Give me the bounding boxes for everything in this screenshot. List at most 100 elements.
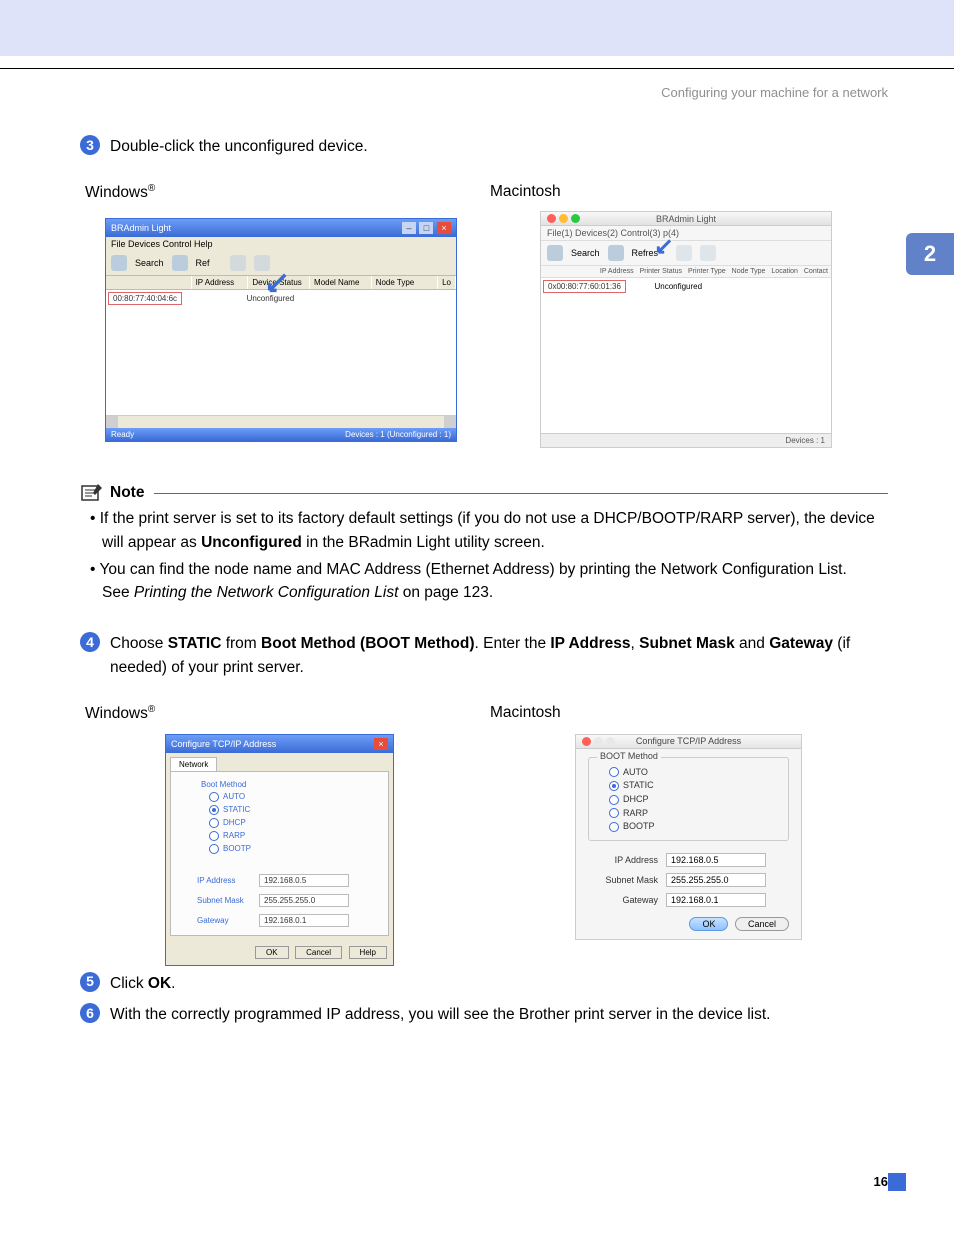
scroll-left-icon[interactable]	[106, 416, 118, 428]
top-border	[0, 68, 954, 69]
win-device-list[interactable]: 00:80:77:40:04:6c Unconfigured	[106, 290, 456, 415]
cfg-close-icon[interactable]: ×	[374, 738, 388, 750]
step-4-text: Choose STATIC from Boot Method (BOOT Met…	[110, 632, 888, 679]
header-text: Configuring your machine for a network	[0, 85, 888, 100]
mac-title-bar: BRAdmin Light	[541, 212, 831, 226]
mac-arrow-icon	[651, 239, 673, 261]
note-title: Note	[110, 484, 144, 502]
label-windows-2: Windows®	[85, 704, 155, 723]
mac-search-label[interactable]: Search	[571, 248, 600, 258]
page-number: 16	[874, 1174, 888, 1189]
mac-column-headers: IP Address Printer Status Printer Type N…	[541, 266, 831, 278]
step-6: 6 With the correctly programmed IP addre…	[80, 1003, 888, 1026]
top-band	[0, 0, 954, 56]
close-icon[interactable]: ×	[437, 222, 451, 234]
windows-bradmin-window: BRAdmin Light – □ × File Devices Control…	[105, 218, 457, 442]
cfg-mac-radio-rarp[interactable]: RARP	[609, 808, 778, 819]
mac-tool-icon-2	[700, 245, 716, 261]
cfg-mac-title-text: Configure TCP/IP Address	[576, 736, 801, 746]
note-body: • If the print server is set to its fact…	[80, 507, 888, 604]
mac-refresh-icon[interactable]	[608, 245, 624, 261]
cfg-mac-subnet-input[interactable]: 255.255.255.0	[666, 873, 766, 887]
cfg-mac-radio-bootp[interactable]: BOOTP	[609, 821, 778, 832]
win-toolbar: Search Ref	[106, 251, 456, 275]
label-mac-1: Macintosh	[490, 183, 561, 201]
note-divider	[154, 493, 888, 494]
cfg-windows-dialog: Configure TCP/IP Address × Network Boot …	[165, 734, 394, 966]
cfg-subnet-label: Subnet Mask	[197, 896, 259, 905]
mac-device-status: Unconfigured	[654, 282, 702, 291]
step-badge-5: 5	[80, 972, 100, 992]
cfg-ip-label: IP Address	[197, 876, 259, 885]
search-label[interactable]: Search	[135, 258, 164, 268]
cfg-ip-input[interactable]: 192.168.0.5	[259, 874, 349, 887]
step-5: 5 Click OK.	[80, 972, 888, 995]
mac-title-text: BRAdmin Light	[541, 214, 831, 224]
page-number-tab	[888, 1173, 906, 1191]
mac-status-bar: Devices : 1	[541, 433, 831, 447]
note-bullet-2: • You can find the node name and MAC Add…	[90, 558, 888, 605]
cfg-mac-radio-static[interactable]: STATIC	[609, 780, 778, 791]
step-3: 3 Double-click the unconfigured device.	[80, 135, 888, 158]
cfg-mac-subnet-label: Subnet Mask	[588, 875, 666, 885]
cfg-tab-network[interactable]: Network	[170, 757, 217, 771]
cfg-cancel-button[interactable]: Cancel	[295, 946, 342, 959]
refresh-icon[interactable]	[172, 255, 188, 271]
cfg-mac-gateway-input[interactable]: 192.168.0.1	[666, 893, 766, 907]
mac-selected-device[interactable]: 0x00:80:77:60:01:36	[543, 280, 626, 293]
step-4: 4 Choose STATIC from Boot Method (BOOT M…	[80, 632, 888, 679]
minimize-icon[interactable]: –	[402, 222, 416, 234]
step-3-text: Double-click the unconfigured device.	[110, 135, 368, 158]
chapter-tab: 2	[906, 233, 954, 275]
mac-menu[interactable]: File(1) Devices(2) Control(3) p(4)	[541, 226, 831, 241]
cfg-radio-dhcp[interactable]: DHCP	[209, 818, 378, 828]
search-icon[interactable]	[111, 255, 127, 271]
cfg-mac-dialog: Configure TCP/IP Address BOOT Method AUT…	[575, 734, 802, 940]
cfg-mac-ip-label: IP Address	[588, 855, 666, 865]
cfg-radio-static[interactable]: STATIC	[209, 805, 378, 815]
note-header: Note	[80, 483, 888, 503]
step-6-text: With the correctly programmed IP address…	[110, 1003, 770, 1026]
mac-bradmin-window: BRAdmin Light File(1) Devices(2) Control…	[540, 211, 832, 448]
maximize-icon[interactable]: □	[419, 222, 433, 234]
note-icon	[80, 483, 104, 503]
cfg-mac-cancel-button[interactable]: Cancel	[735, 917, 789, 931]
mac-device-list[interactable]: 0x00:80:77:60:01:36 Unconfigured	[541, 278, 831, 433]
win-scrollbar[interactable]	[106, 415, 456, 428]
cfg-mac-radio-auto[interactable]: AUTO	[609, 767, 778, 778]
mac-toolbar: Search Refres	[541, 241, 831, 266]
cfg-radio-rarp[interactable]: RARP	[209, 831, 378, 841]
cfg-mac-group-label: BOOT Method	[597, 751, 661, 761]
label-windows-1: Windows®	[85, 183, 155, 202]
cfg-ok-button[interactable]: OK	[255, 946, 289, 959]
arrow-icon	[261, 273, 287, 299]
label-mac-2: Macintosh	[490, 704, 561, 722]
step-badge-6: 6	[80, 1003, 100, 1023]
win-status-bar: Ready Devices : 1 (Unconfigured : 1)	[106, 428, 456, 441]
cfg-gateway-label: Gateway	[197, 916, 259, 925]
mac-tool-icon-1	[676, 245, 692, 261]
cfg-mac-radio-dhcp[interactable]: DHCP	[609, 794, 778, 805]
cfg-mac-title-bar: Configure TCP/IP Address	[576, 735, 801, 749]
mac-search-icon[interactable]	[547, 245, 563, 261]
note-bullet-1: • If the print server is set to its fact…	[90, 507, 888, 554]
cfg-mac-ip-input[interactable]: 192.168.0.5	[666, 853, 766, 867]
cfg-group-label: Boot Method	[201, 780, 378, 789]
win-menu[interactable]: File Devices Control Help	[106, 237, 456, 251]
cfg-radio-bootp[interactable]: BOOTP	[209, 844, 378, 854]
win-title-text: BRAdmin Light	[111, 223, 171, 233]
step-badge-4: 4	[80, 632, 100, 652]
cfg-win-title-bar: Configure TCP/IP Address ×	[166, 735, 393, 753]
cfg-radio-auto[interactable]: AUTO	[209, 792, 378, 802]
refresh-label[interactable]: Ref	[196, 258, 210, 268]
cfg-help-button[interactable]: Help	[349, 946, 387, 959]
win-selected-device[interactable]: 00:80:77:40:04:6c	[108, 292, 182, 305]
cfg-gateway-input[interactable]: 192.168.0.1	[259, 914, 349, 927]
win-title-bar: BRAdmin Light – □ ×	[106, 219, 456, 237]
cfg-mac-gateway-label: Gateway	[588, 895, 666, 905]
cfg-mac-ok-button[interactable]: OK	[689, 917, 728, 931]
scroll-right-icon[interactable]	[444, 416, 456, 428]
step-5-text: Click OK.	[110, 972, 175, 995]
step-badge-3: 3	[80, 135, 100, 155]
cfg-subnet-input[interactable]: 255.255.255.0	[259, 894, 349, 907]
